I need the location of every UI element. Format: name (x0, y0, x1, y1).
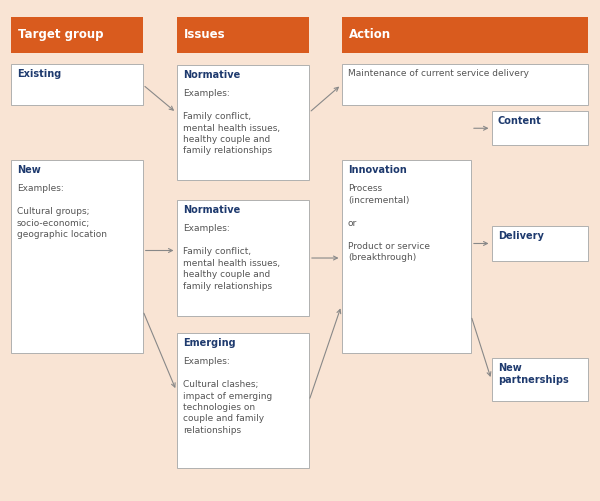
FancyBboxPatch shape (11, 17, 143, 53)
Text: Normative: Normative (183, 205, 240, 215)
FancyBboxPatch shape (177, 333, 309, 468)
FancyBboxPatch shape (492, 358, 588, 401)
Text: Process
(incremental)

or

Product or service
(breakthrough): Process (incremental) or Product or serv… (348, 184, 430, 262)
Text: Examples:

Family conflict,
mental health issues,
healthy couple and
family rela: Examples: Family conflict, mental health… (183, 89, 280, 155)
Text: Content: Content (498, 116, 542, 126)
Text: Target group: Target group (18, 28, 104, 41)
FancyBboxPatch shape (342, 17, 588, 53)
Text: Emerging: Emerging (183, 338, 236, 348)
FancyBboxPatch shape (11, 160, 143, 353)
Text: Action: Action (349, 28, 391, 41)
Text: Examples:

Cultural groups;
socio-economic;
geographic location: Examples: Cultural groups; socio-economi… (17, 184, 107, 239)
FancyBboxPatch shape (177, 17, 309, 53)
Text: New
partnerships: New partnerships (498, 363, 569, 385)
Text: Issues: Issues (184, 28, 226, 41)
FancyBboxPatch shape (342, 64, 588, 105)
Text: Normative: Normative (183, 70, 240, 80)
Text: Innovation: Innovation (348, 165, 407, 175)
Text: Examples:

Cultural clashes;
impact of emerging
technologies on
couple and famil: Examples: Cultural clashes; impact of em… (183, 357, 272, 435)
FancyBboxPatch shape (11, 64, 143, 105)
Text: Examples:

Family conflict,
mental health issues,
healthy couple and
family rela: Examples: Family conflict, mental health… (183, 224, 280, 291)
FancyBboxPatch shape (492, 111, 588, 145)
Text: Maintenance of current service delivery: Maintenance of current service delivery (348, 69, 529, 78)
FancyBboxPatch shape (177, 65, 309, 180)
Text: New: New (17, 165, 41, 175)
Text: Existing: Existing (17, 69, 61, 79)
FancyBboxPatch shape (492, 226, 588, 261)
FancyBboxPatch shape (342, 160, 471, 353)
FancyBboxPatch shape (177, 200, 309, 316)
Text: Delivery: Delivery (498, 231, 544, 241)
